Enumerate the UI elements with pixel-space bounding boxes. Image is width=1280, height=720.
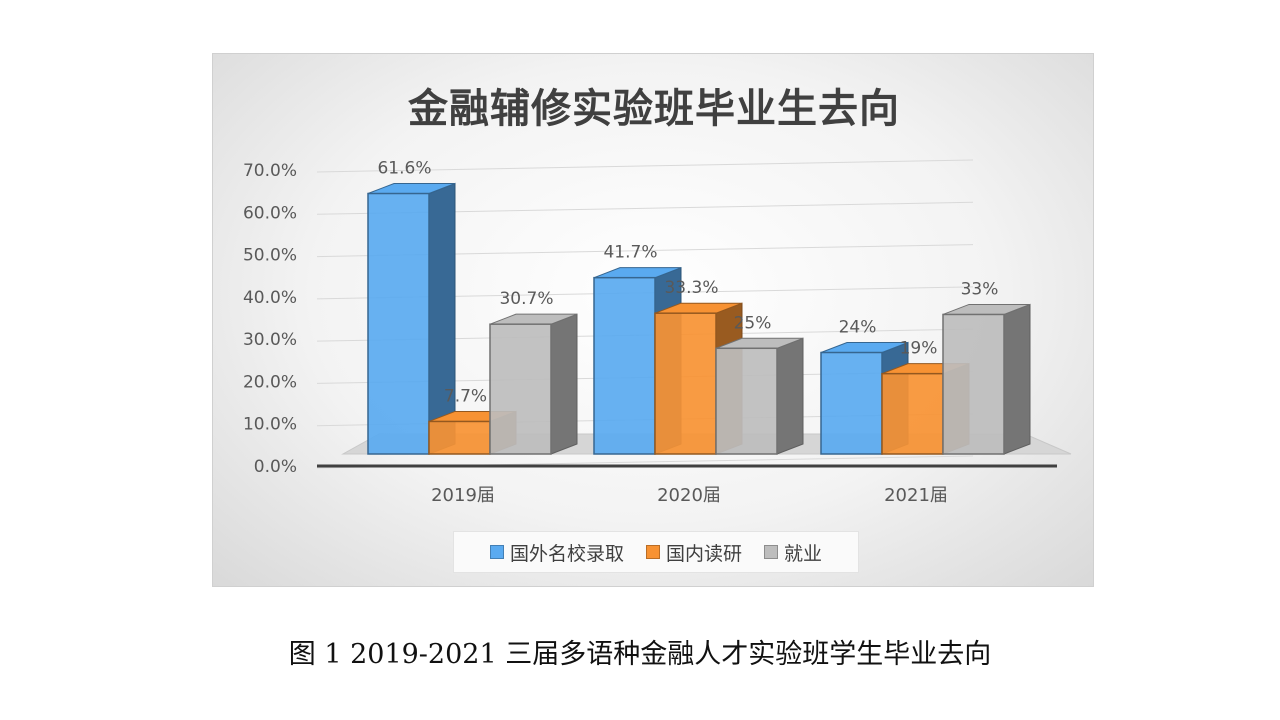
x-tick-label: 2020届 <box>657 485 721 506</box>
bar <box>820 351 883 455</box>
data-label: 61.6% <box>377 159 431 179</box>
legend-label-domestic: 国内读研 <box>665 542 742 565</box>
data-label: 33.3% <box>664 278 718 298</box>
legend-swatch-overseas <box>489 545 504 559</box>
y-tick-label: 40.0% <box>243 288 297 308</box>
chart-legend: 国外名校录取 国内读研 就业 <box>453 531 859 573</box>
data-label: 33% <box>961 279 999 299</box>
data-label: 25% <box>734 313 772 333</box>
data-label: 7.7% <box>444 386 487 406</box>
y-tick-label: 0.0% <box>254 457 297 477</box>
legend-item-employment: 就业 <box>764 539 822 566</box>
y-tick-label: 20.0% <box>243 372 297 392</box>
gridline <box>316 159 974 173</box>
bar-side <box>550 313 578 455</box>
legend-label-employment: 就业 <box>784 542 823 565</box>
bar-side <box>776 337 804 455</box>
x-tick-label: 2019届 <box>431 485 495 506</box>
y-tick-label: 10.0% <box>243 415 297 435</box>
y-tick-label: 60.0% <box>243 203 297 223</box>
bar <box>715 347 778 455</box>
bar <box>367 192 430 455</box>
bar <box>881 372 944 455</box>
y-tick-label: 50.0% <box>243 246 297 266</box>
bar <box>428 420 491 455</box>
legend-swatch-domestic <box>645 545 660 559</box>
legend-label-overseas: 国外名校录取 <box>509 542 624 565</box>
legend-item-overseas: 国外名校录取 <box>489 539 624 566</box>
bar <box>654 312 717 455</box>
y-tick-label: 30.0% <box>243 330 297 350</box>
legend-item-domestic: 国内读研 <box>645 539 742 566</box>
bar-chart: 0.0% 10.0% 20.0% 30.0% 40.0% 50.0% 60.0% 70.0% 2… <box>243 159 1072 506</box>
y-tick-label: 70.0% <box>243 161 297 181</box>
chart-panel: 0.0% 10.0% 20.0% 30.0% 40.0% 50.0% 60.0% 70.0% 2… <box>212 53 1094 587</box>
bar <box>593 276 656 455</box>
figure-caption: 图 1 2019-2021 三届多语种金融人才实验班学生毕业去向 <box>288 639 992 670</box>
x-tick-label: 2021届 <box>884 485 948 506</box>
data-label: 30.7% <box>499 289 553 309</box>
legend-swatch-employment <box>764 545 778 559</box>
data-label: 41.7% <box>603 243 657 263</box>
data-label: 19% <box>900 339 938 359</box>
bar <box>489 323 552 455</box>
data-label: 24% <box>839 318 877 338</box>
bar <box>942 313 1005 455</box>
chart-title: 金融辅修实验班毕业生去向 <box>408 86 900 132</box>
bar-side <box>1003 303 1031 455</box>
